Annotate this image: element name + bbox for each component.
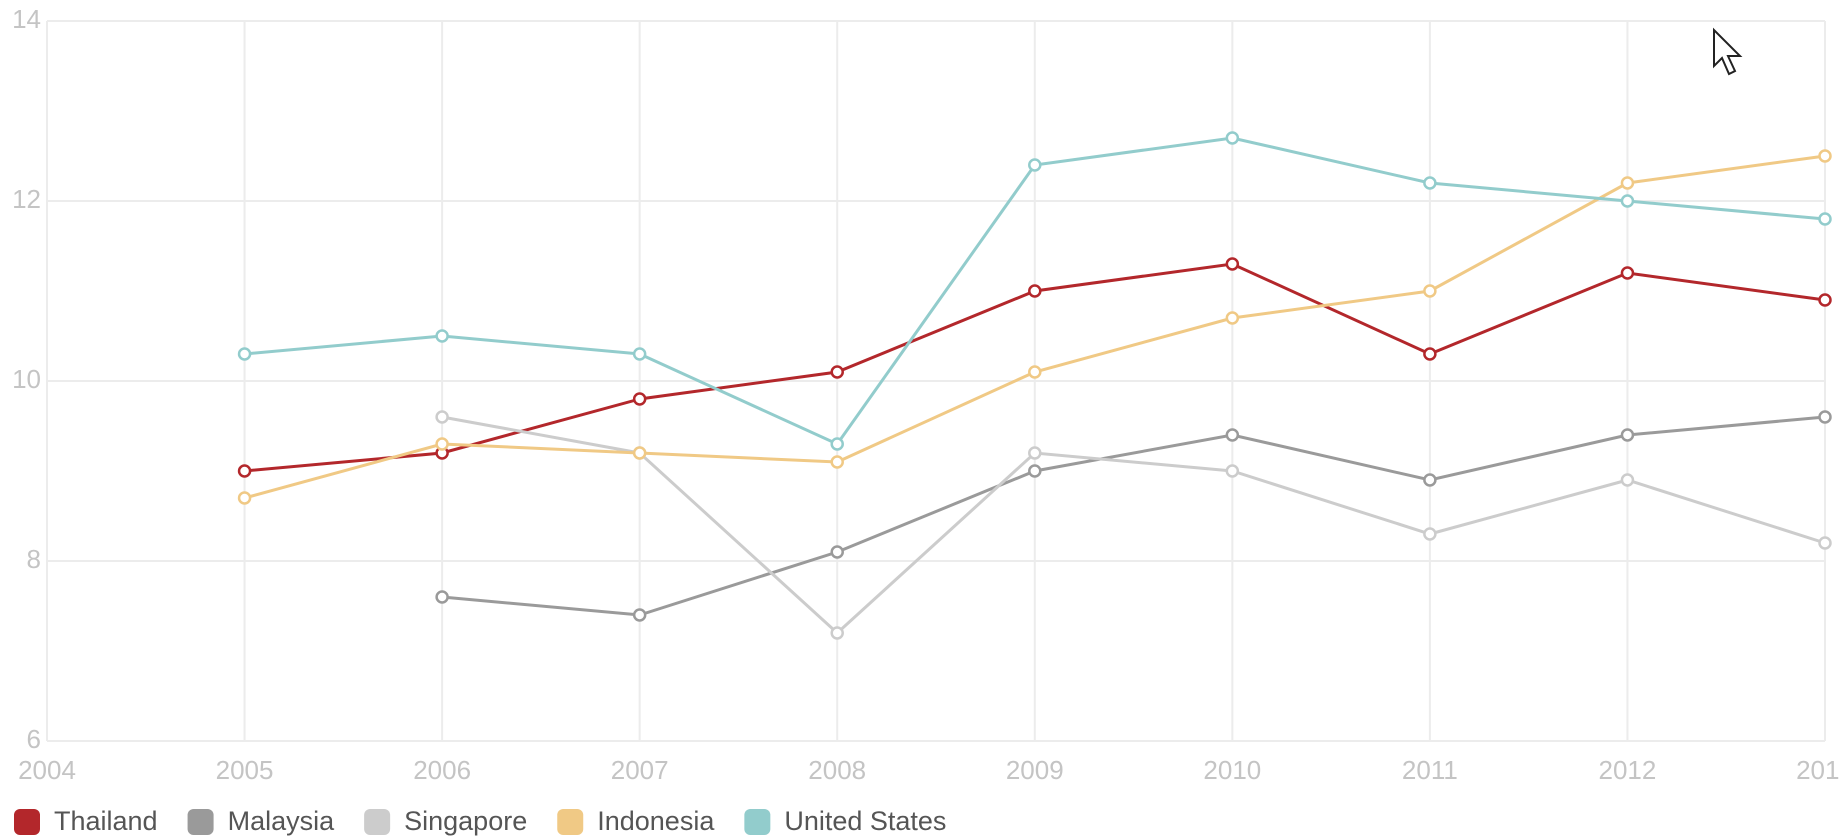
data-point (1225, 428, 1240, 442)
data-point (830, 365, 844, 379)
x-tick-label: 2007 (611, 755, 669, 785)
data-point (1423, 473, 1437, 487)
data-point (632, 347, 647, 361)
data-point (237, 491, 252, 505)
data-point (1225, 131, 1240, 145)
y-tick-label: 8 (27, 544, 41, 574)
data-point (1423, 176, 1437, 190)
y-tick-label: 6 (27, 724, 41, 754)
data-point (1423, 347, 1437, 361)
legend-label: Singapore (404, 806, 527, 836)
x-tick-label: 2008 (808, 755, 866, 785)
legend-item: Malaysia (187, 806, 336, 836)
data-point (435, 437, 449, 451)
x-tick-label: 2009 (1006, 755, 1064, 785)
data-point (435, 410, 449, 424)
data-point (1225, 257, 1240, 271)
series-line (441, 415, 1826, 617)
legend-label: Thailand (54, 806, 158, 836)
data-point (1620, 176, 1635, 190)
legend-swatch (364, 809, 391, 835)
data-point (1818, 293, 1832, 307)
data-point (237, 464, 252, 478)
data-point (1225, 311, 1240, 325)
x-tick-label: 2010 (1203, 755, 1261, 785)
legend-swatch (187, 809, 214, 835)
x-tick-label: 2012 (1599, 755, 1657, 785)
legend-item: Indonesia (557, 806, 715, 836)
x-tick-label: 2005 (216, 755, 274, 785)
data-point (1620, 266, 1635, 280)
data-point (237, 347, 252, 361)
y-tick-label: 10 (12, 364, 41, 394)
mouse-cursor (1713, 27, 1743, 76)
data-point (632, 446, 647, 460)
x-tick-label: 2006 (413, 755, 471, 785)
legend-item: Singapore (364, 806, 527, 836)
data-point (830, 437, 844, 451)
legend-swatch (14, 809, 40, 835)
data-point (1028, 365, 1042, 379)
data-point (1818, 212, 1832, 226)
data-point (1620, 428, 1635, 442)
legend-item: United States (744, 806, 946, 836)
data-point (1028, 446, 1042, 460)
data-point (435, 590, 449, 604)
data-point (1620, 473, 1635, 487)
data-point (1028, 158, 1042, 172)
data-point (1423, 527, 1437, 541)
data-point (1620, 194, 1635, 208)
series-line (441, 415, 1826, 636)
data-point (830, 455, 844, 469)
y-tick-label: 14 (12, 4, 41, 34)
data-point (830, 626, 844, 640)
x-tick-label: 2011 (1402, 755, 1458, 785)
data-point (632, 392, 647, 406)
x-tick-label: 2013 (1796, 755, 1840, 785)
data-point (1423, 284, 1437, 298)
data-point (1028, 284, 1042, 298)
y-tick-label: 12 (12, 184, 41, 214)
legend-swatch (557, 809, 584, 835)
data-point (1818, 536, 1832, 550)
legend-label: Indonesia (597, 806, 715, 836)
data-point (632, 608, 647, 622)
data-point (830, 545, 844, 559)
data-point (435, 329, 449, 343)
x-tick-label: 2004 (18, 755, 76, 785)
data-point (1028, 464, 1042, 478)
legend-label: United States (784, 806, 946, 836)
legend-swatch (744, 809, 771, 835)
legend-label: Malaysia (228, 806, 336, 836)
data-point (1225, 464, 1240, 478)
data-point (1818, 410, 1832, 424)
data-point (1818, 149, 1832, 163)
legend-item: Thailand (14, 806, 158, 836)
